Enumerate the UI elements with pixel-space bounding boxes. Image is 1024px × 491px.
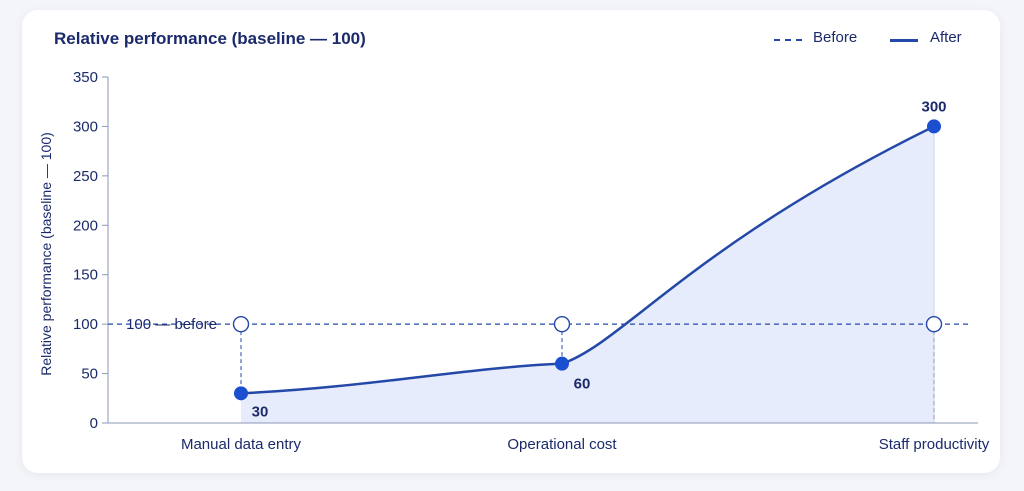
before-reference-label: 100 — before [126,316,217,333]
after-area-fill [241,126,934,423]
before-point-marker [553,315,571,333]
x-tick-label: Manual data entry [181,436,302,453]
y-tick-label: 100 [73,316,98,333]
y-tick-label: 250 [73,168,98,185]
before-point-marker [925,315,943,333]
after-point-marker [234,386,248,401]
legend-before-label: Before [813,29,858,46]
y-tick-label: 0 [90,415,98,432]
legend-after-label: After [930,29,962,46]
after-series-line [239,125,936,395]
y-tick-label: 300 [73,118,98,135]
y-tick-label: 50 [81,366,98,383]
x-tick-label: Staff productivity [879,436,990,453]
y-axis-title: Relative performance (baseline — 100) [38,132,54,376]
after-point-marker [927,119,941,134]
after-data-label: 300 [921,98,946,115]
before-point-marker [232,315,250,333]
after-data-label: 30 [252,403,269,420]
x-tick-label: Operational cost [507,436,617,453]
y-tick-label: 350 [73,69,98,86]
y-tick-label: 150 [73,267,98,284]
legend-after-swatch [890,39,918,42]
legend-before-swatch [774,39,802,41]
after-point-marker [555,356,569,371]
y-tick-label: 200 [73,217,98,234]
after-data-label: 60 [574,376,591,393]
chart-title: Relative performance (baseline — 100) [54,29,366,48]
